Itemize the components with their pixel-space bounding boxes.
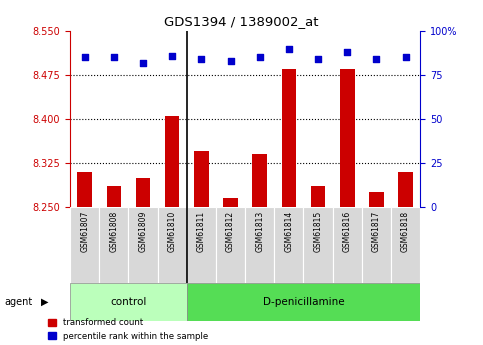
- Text: D-penicillamine: D-penicillamine: [263, 297, 344, 307]
- Text: GSM61809: GSM61809: [139, 211, 147, 252]
- Bar: [77, 172, 92, 207]
- Text: GSM61817: GSM61817: [372, 211, 381, 252]
- Point: [81, 55, 88, 60]
- Text: agent: agent: [5, 297, 33, 307]
- FancyBboxPatch shape: [245, 207, 274, 283]
- FancyBboxPatch shape: [99, 207, 128, 283]
- Bar: [194, 151, 209, 207]
- FancyBboxPatch shape: [303, 207, 333, 283]
- Bar: [107, 186, 121, 207]
- Bar: [282, 69, 296, 207]
- FancyBboxPatch shape: [274, 207, 303, 283]
- FancyBboxPatch shape: [333, 207, 362, 283]
- FancyBboxPatch shape: [362, 207, 391, 283]
- Legend: transformed count, percentile rank within the sample: transformed count, percentile rank withi…: [48, 318, 209, 341]
- Text: GSM61812: GSM61812: [226, 211, 235, 252]
- Point: [227, 58, 234, 64]
- Text: GSM61818: GSM61818: [401, 211, 410, 252]
- FancyBboxPatch shape: [187, 207, 216, 283]
- Bar: [311, 186, 326, 207]
- Text: GSM61808: GSM61808: [109, 211, 118, 252]
- FancyBboxPatch shape: [391, 207, 420, 283]
- Bar: [223, 198, 238, 207]
- FancyBboxPatch shape: [157, 207, 187, 283]
- Point: [314, 57, 322, 62]
- Point: [110, 55, 118, 60]
- FancyBboxPatch shape: [128, 207, 157, 283]
- Bar: [398, 172, 413, 207]
- Point: [168, 53, 176, 58]
- Bar: [369, 192, 384, 207]
- Point: [198, 57, 205, 62]
- Point: [402, 55, 410, 60]
- Text: GSM61815: GSM61815: [313, 211, 323, 252]
- Text: GDS1394 / 1389002_at: GDS1394 / 1389002_at: [164, 16, 319, 29]
- Text: ▶: ▶: [41, 297, 49, 307]
- FancyBboxPatch shape: [70, 283, 187, 321]
- Bar: [340, 69, 355, 207]
- Point: [343, 49, 351, 55]
- Bar: [165, 116, 180, 207]
- Text: GSM61816: GSM61816: [343, 211, 352, 252]
- Bar: [136, 178, 150, 207]
- FancyBboxPatch shape: [216, 207, 245, 283]
- Point: [139, 60, 147, 66]
- FancyBboxPatch shape: [187, 283, 420, 321]
- FancyBboxPatch shape: [70, 207, 99, 283]
- Text: GSM61810: GSM61810: [168, 211, 177, 252]
- Point: [372, 57, 380, 62]
- Point: [256, 55, 264, 60]
- Point: [285, 46, 293, 51]
- Text: GSM61807: GSM61807: [80, 211, 89, 252]
- Text: control: control: [110, 297, 146, 307]
- Text: GSM61813: GSM61813: [255, 211, 264, 252]
- Text: GSM61811: GSM61811: [197, 211, 206, 252]
- Text: GSM61814: GSM61814: [284, 211, 293, 252]
- Bar: [253, 154, 267, 207]
